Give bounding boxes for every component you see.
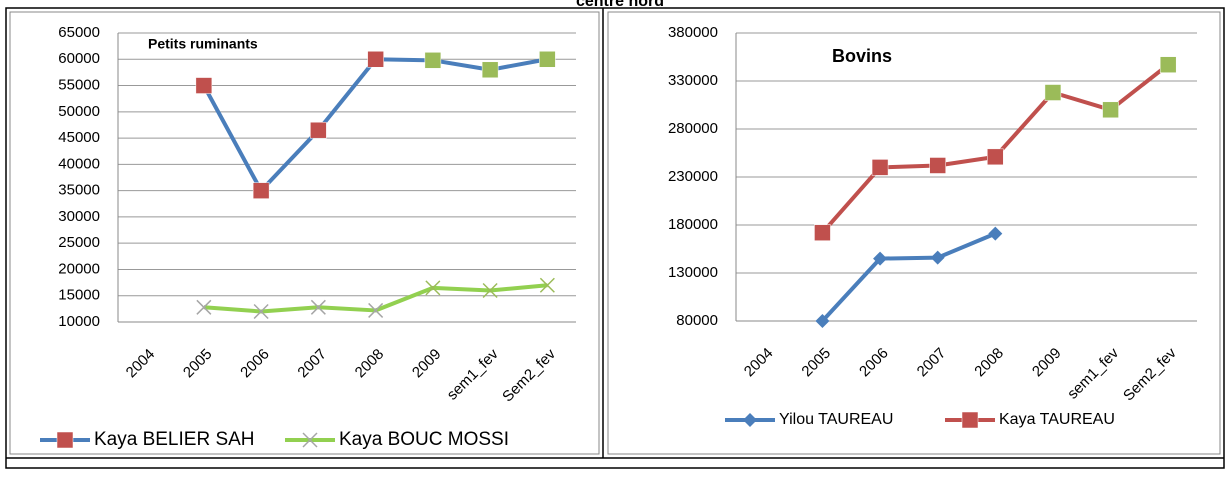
marker [873,251,888,266]
marker [424,52,442,69]
y-tick-label: 10000 [58,313,100,330]
marker [310,121,327,139]
marker [367,51,384,68]
legend-label: Kaya TAUREAU [999,411,1115,428]
y-tick-label: 25000 [58,234,100,251]
marker [988,226,1003,241]
y-tick-label: 15000 [58,287,100,304]
legend-label: Yilou TAUREAU [779,411,893,428]
marker [961,411,979,429]
marker [930,250,945,265]
y-tick-label: 180000 [668,216,718,233]
marker [929,157,946,174]
marker [539,277,555,293]
y-tick-label: 380000 [668,24,718,41]
y-tick-label: 280000 [668,120,718,137]
y-tick-label: 230000 [668,168,718,185]
caption: centre nord [576,0,664,10]
y-tick-label: 55000 [58,77,100,94]
marker [871,159,889,176]
marker [302,432,318,448]
y-tick-label: 45000 [58,129,100,146]
marker [310,299,326,315]
y-tick-label: 60000 [58,50,100,67]
y-tick-label: 80000 [676,312,718,329]
marker [539,51,556,68]
marker [1102,101,1119,119]
chart-title: Bovins [832,46,892,66]
marker [253,303,269,320]
y-tick-label: 130000 [668,264,718,281]
y-tick-label: 330000 [668,72,718,89]
y-tick-label: 20000 [58,260,100,277]
marker [743,413,757,427]
marker [1044,84,1062,101]
marker [815,314,830,328]
chart-frame [607,11,1221,455]
chart-title: Petits ruminants [148,36,258,52]
marker [987,148,1004,166]
marker [481,61,499,79]
marker [814,224,831,241]
y-tick-label: 65000 [58,24,100,41]
series-line [820,231,997,323]
y-tick-label: 40000 [58,155,100,172]
marker [195,77,213,94]
marker [196,299,212,315]
legend-label: Kaya BOUC MOSSI [339,429,509,450]
y-tick-label: 35000 [58,182,100,199]
legend-label: Kaya BELIER SAH [94,429,255,450]
marker [425,280,441,296]
y-tick-label: 30000 [58,208,100,225]
marker [56,431,74,449]
marker [368,302,384,318]
marker [482,282,498,299]
marker [1159,56,1177,73]
marker [252,182,270,199]
y-tick-label: 50000 [58,103,100,120]
